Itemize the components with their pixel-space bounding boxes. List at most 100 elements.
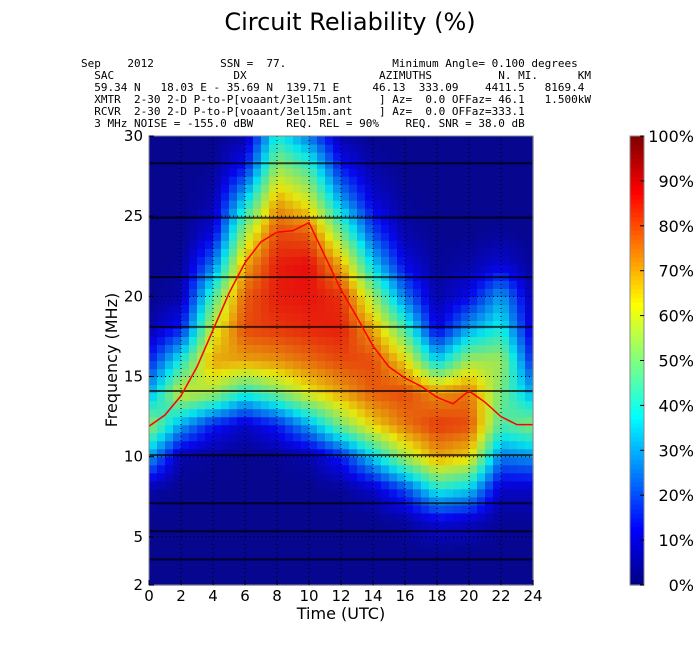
heatmap-cell bbox=[197, 568, 206, 578]
heatmap-cell bbox=[181, 208, 190, 217]
heatmap-cell bbox=[213, 360, 222, 370]
heatmap-cell bbox=[397, 200, 406, 209]
heatmap-cell bbox=[237, 552, 246, 562]
heatmap-cell bbox=[205, 408, 214, 418]
heatmap-cell bbox=[493, 168, 502, 177]
heatmap-cell bbox=[149, 536, 158, 546]
heatmap-cell bbox=[341, 384, 350, 394]
heatmap-cell bbox=[389, 160, 398, 169]
heatmap-cell bbox=[469, 448, 478, 458]
heatmap-cell bbox=[485, 568, 494, 578]
heatmap-cell bbox=[173, 520, 182, 530]
heatmap-cell bbox=[165, 136, 174, 145]
heatmap-cell bbox=[245, 432, 254, 442]
heatmap-cell bbox=[277, 136, 286, 145]
heatmap-cell bbox=[509, 400, 518, 410]
heatmap-cell bbox=[357, 384, 366, 394]
heatmap-cell bbox=[157, 152, 166, 161]
heatmap-cell bbox=[221, 328, 230, 338]
heatmap-cell bbox=[349, 136, 358, 145]
heatmap-cell bbox=[157, 160, 166, 169]
heatmap-cell bbox=[181, 552, 190, 562]
heatmap-cell bbox=[517, 536, 526, 546]
heatmap-cell bbox=[157, 408, 166, 418]
heatmap-cell bbox=[221, 528, 230, 538]
heatmap-cell bbox=[165, 536, 174, 546]
heatmap-cell bbox=[213, 336, 222, 346]
heatmap-cell bbox=[237, 392, 246, 402]
heatmap-cell bbox=[229, 368, 238, 378]
heatmap-cell bbox=[189, 480, 198, 490]
heatmap-cell bbox=[453, 536, 462, 546]
heatmap-cell bbox=[525, 296, 534, 305]
heatmap-cell bbox=[237, 184, 246, 193]
heatmap-cell bbox=[405, 560, 414, 570]
heatmap-cell bbox=[309, 232, 318, 241]
colorbar-segment bbox=[630, 158, 644, 164]
heatmap-cell bbox=[501, 336, 510, 346]
heatmap-cell bbox=[357, 456, 366, 466]
heatmap-cell bbox=[149, 296, 158, 305]
heatmap-cell bbox=[213, 424, 222, 434]
heatmap-cell bbox=[349, 512, 358, 522]
heatmap-cell bbox=[253, 352, 262, 362]
colorbar-segment bbox=[630, 490, 644, 496]
heatmap-cell bbox=[501, 424, 510, 434]
heatmap-cell bbox=[189, 512, 198, 522]
heatmap-cell bbox=[493, 504, 502, 514]
heatmap-cell bbox=[437, 184, 446, 193]
heatmap-cell bbox=[261, 288, 270, 297]
heatmap-cell bbox=[413, 472, 422, 482]
heatmap-cell bbox=[477, 264, 486, 273]
heatmap-cell bbox=[397, 256, 406, 265]
heatmap-cell bbox=[309, 384, 318, 394]
heatmap-cell bbox=[309, 576, 318, 586]
heatmap-cell bbox=[485, 520, 494, 530]
heatmap-cell bbox=[213, 496, 222, 506]
heatmap-cell bbox=[389, 296, 398, 305]
heatmap-cell bbox=[405, 248, 414, 257]
heatmap-cell bbox=[277, 320, 286, 330]
heatmap-cell bbox=[365, 352, 374, 362]
heatmap-cell bbox=[525, 480, 534, 490]
heatmap-cell bbox=[309, 408, 318, 418]
heatmap-cell bbox=[381, 168, 390, 177]
heatmap-cell bbox=[165, 544, 174, 554]
heatmap-cell bbox=[229, 408, 238, 418]
heatmap-cell bbox=[413, 200, 422, 209]
heatmap-cell bbox=[341, 440, 350, 450]
heatmap-cell bbox=[501, 328, 510, 338]
heatmap-cell bbox=[221, 512, 230, 522]
heatmap-cell bbox=[237, 144, 246, 153]
heatmap-cell bbox=[269, 568, 278, 578]
heatmap-cell bbox=[405, 264, 414, 273]
heatmap-cell bbox=[277, 456, 286, 466]
heatmap-cell bbox=[381, 448, 390, 458]
heatmap-cell bbox=[269, 216, 278, 225]
heatmap-cell bbox=[197, 224, 206, 233]
heatmap-cell bbox=[453, 408, 462, 418]
heatmap-cell bbox=[325, 288, 334, 297]
heatmap-cell bbox=[317, 472, 326, 482]
heatmap-cell bbox=[509, 256, 518, 265]
heatmap-cell bbox=[341, 392, 350, 402]
heatmap-cell bbox=[301, 480, 310, 490]
heatmap-cell bbox=[461, 424, 470, 434]
heatmap-cell bbox=[469, 312, 478, 322]
heatmap-cell bbox=[381, 184, 390, 193]
heatmap-cell bbox=[333, 176, 342, 185]
heatmap-cell bbox=[405, 536, 414, 546]
heatmap-cell bbox=[381, 200, 390, 209]
heatmap-cell bbox=[477, 432, 486, 442]
heatmap-cell bbox=[197, 536, 206, 546]
heatmap-cell bbox=[341, 320, 350, 330]
heatmap-cell bbox=[253, 512, 262, 522]
heatmap-cell bbox=[517, 384, 526, 394]
heatmap-cell bbox=[277, 168, 286, 177]
heatmap-cell bbox=[261, 200, 270, 209]
heatmap-cell bbox=[429, 208, 438, 217]
heatmap-cell bbox=[293, 472, 302, 482]
heatmap-cell bbox=[477, 312, 486, 322]
heatmap-cell bbox=[397, 464, 406, 474]
heatmap-cell bbox=[325, 248, 334, 257]
